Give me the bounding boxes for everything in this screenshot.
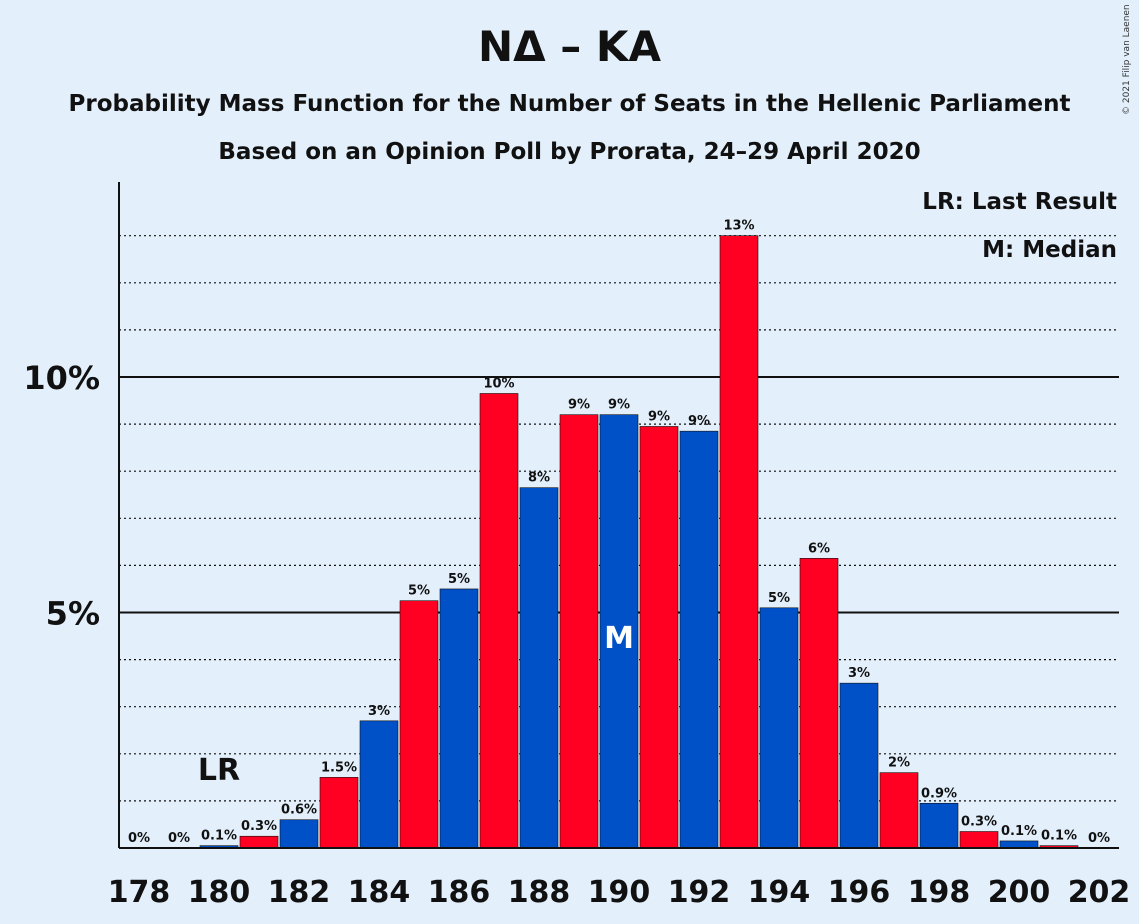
chart-subtitle: Probability Mass Function for the Number…	[68, 91, 1071, 117]
data-label-190: 9%	[608, 398, 630, 413]
x-tick-184: 184	[348, 875, 411, 910]
bar-186	[439, 588, 479, 849]
data-label-182: 0.6%	[281, 803, 317, 818]
bar-188	[519, 487, 559, 849]
data-label-197: 2%	[888, 756, 910, 771]
bar-191	[639, 426, 679, 849]
bar-194	[759, 607, 799, 849]
data-label-179: 0%	[168, 831, 190, 846]
x-tick-192: 192	[668, 875, 731, 910]
data-label-196: 3%	[848, 666, 870, 681]
bar-187	[479, 393, 519, 849]
axes	[118, 182, 1119, 849]
x-tick-200: 200	[988, 875, 1051, 910]
x-tick-198: 198	[908, 875, 971, 910]
data-label-178: 0%	[128, 831, 150, 846]
x-tick-180: 180	[188, 875, 251, 910]
bar-181	[239, 835, 279, 849]
data-label-188: 8%	[528, 471, 550, 486]
x-tick-178: 178	[108, 875, 171, 910]
bar-183	[319, 777, 359, 849]
data-label-199: 0.3%	[961, 815, 997, 830]
data-label-187: 10%	[483, 376, 514, 391]
y-axis-ticks: 5% 10%	[23, 359, 100, 633]
data-label-191: 9%	[648, 409, 670, 424]
x-tick-190: 190	[588, 875, 651, 910]
data-label-185: 5%	[408, 584, 430, 599]
data-label-183: 1.5%	[321, 760, 357, 775]
data-label-184: 3%	[368, 704, 390, 719]
bar-192	[679, 430, 719, 849]
bar-195	[799, 558, 839, 849]
chart-title: ΝΔ – ΚΑ	[478, 22, 661, 71]
last-result-marker: LR	[198, 753, 240, 788]
bar-189	[559, 414, 599, 849]
markers: LR M	[198, 621, 634, 788]
bar-200	[999, 840, 1039, 849]
data-label-192: 9%	[688, 414, 710, 429]
data-label-189: 9%	[568, 398, 590, 413]
data-label-198: 0.9%	[921, 786, 957, 801]
legend-last-result: LR: Last Result	[922, 189, 1117, 215]
x-axis-ticks: 178 180 182 184 186 188 190 192 194 196 198 200 202	[108, 875, 1131, 910]
bar-199	[959, 831, 999, 849]
median-marker: M	[604, 621, 634, 656]
bar-185	[399, 600, 439, 849]
data-label-186: 5%	[448, 572, 470, 587]
bar-182	[279, 819, 319, 849]
data-label-200: 0.1%	[1001, 824, 1037, 839]
data-label-201: 0.1%	[1041, 829, 1077, 844]
chart-subtitle-source: Based on an Opinion Poll by Prorata, 24–…	[218, 139, 921, 165]
x-tick-202: 202	[1068, 875, 1131, 910]
x-tick-186: 186	[428, 875, 491, 910]
x-tick-188: 188	[508, 875, 571, 910]
x-tick-182: 182	[268, 875, 331, 910]
bar-198	[919, 802, 959, 849]
bar-184	[359, 720, 399, 849]
x-tick-194: 194	[748, 875, 811, 910]
data-label-195: 6%	[808, 541, 830, 556]
data-label-202: 0%	[1088, 831, 1110, 846]
data-label-194: 5%	[768, 591, 790, 606]
data-label-181: 0.3%	[241, 819, 277, 834]
y-tick-5%: 5%	[46, 595, 100, 633]
legend-median: M: Median	[982, 237, 1117, 263]
bar-190	[599, 414, 639, 849]
data-label-193: 13%	[723, 219, 754, 234]
x-tick-196: 196	[828, 875, 891, 910]
y-tick-10%: 10%	[23, 359, 100, 397]
bar-197	[879, 772, 919, 849]
bar-196	[839, 682, 879, 849]
data-label-180: 0.1%	[201, 829, 237, 844]
bar-193	[719, 235, 759, 849]
data-labels: 0% 0% 0.1% 0.3% 0.6% 1.5% 3% 5% 5% 10% 8% 9% 9% 9% 9% 1…	[128, 219, 1110, 846]
bars	[199, 235, 1079, 849]
